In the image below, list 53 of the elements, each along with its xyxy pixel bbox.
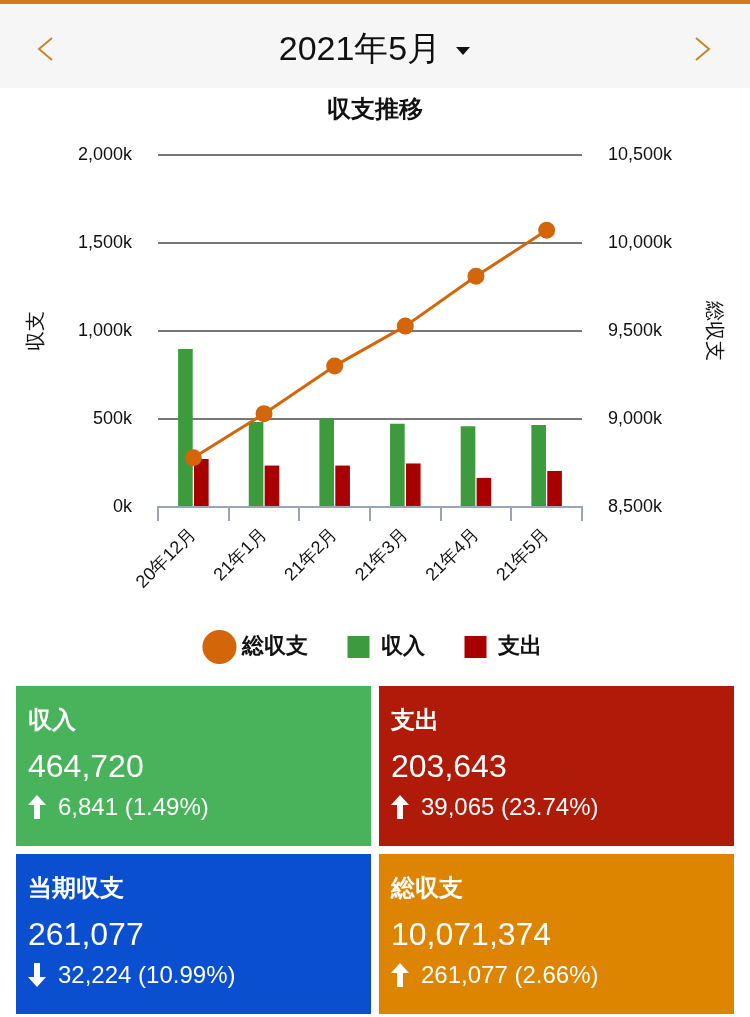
text: 当期収支 (28, 873, 125, 903)
x-tick-label: 20年12月 (131, 523, 200, 592)
y2-axis-title: 総収支 (704, 299, 727, 361)
legend-label: 収入 (380, 633, 426, 659)
text: 32,224 (10.99%) (58, 961, 236, 989)
bar (335, 465, 350, 506)
bar (476, 477, 492, 506)
text: 支出 (391, 705, 440, 735)
y2-tick-label: 10,500k (607, 143, 673, 164)
x-tick-label: 21年3月 (350, 523, 412, 585)
y2-tick-label: 9,000k (607, 407, 663, 428)
x-tick-label: 21年4月 (421, 523, 483, 585)
text: 39,065 (23.74%) (421, 793, 599, 821)
text: 464,720 (28, 748, 145, 785)
bar (264, 465, 280, 506)
text: 203,643 (391, 748, 508, 785)
y-tick-label: 500k (93, 407, 134, 428)
bar (390, 423, 405, 506)
y2-tick-label: 10,000k (607, 231, 673, 252)
y2-tick-label: 9,500k (607, 319, 663, 340)
x-tick-label: 21年1月 (209, 523, 271, 585)
point (396, 317, 414, 335)
text: 10,071,374 (391, 916, 553, 953)
y-tick-label: 1,500k (78, 231, 134, 252)
chart-title: 収支推移 (327, 95, 423, 123)
bar (194, 459, 209, 506)
bar (547, 471, 562, 506)
y2-tick-label: 8,500k (607, 495, 663, 516)
y-axis-title: 収支 (23, 310, 46, 351)
bar (531, 425, 546, 506)
y-tick-label: 0k (113, 495, 134, 516)
point (326, 357, 344, 375)
text: 261,077 (2.66%) (421, 961, 599, 989)
text: 総収支 (391, 873, 464, 903)
point (184, 449, 202, 467)
bar (248, 422, 264, 506)
text: 6,841 (1.49%) (58, 793, 209, 821)
text: 2021年5月 (278, 29, 442, 67)
y-tick-label: 2,000k (78, 143, 134, 164)
y-tick-label: 1,000k (78, 319, 134, 340)
bar (319, 418, 335, 506)
legend-label: 支出 (496, 633, 542, 659)
bar (405, 463, 421, 506)
text: 261,077 (28, 916, 145, 953)
bar (178, 349, 193, 506)
x-tick-label: 21年2月 (280, 523, 342, 585)
point (467, 267, 485, 285)
text: 収入 (28, 705, 77, 735)
bar (460, 426, 476, 506)
legend-label: 総収支 (240, 633, 308, 659)
x-tick-label: 21年5月 (492, 523, 553, 585)
point (255, 405, 273, 423)
point (538, 221, 556, 239)
